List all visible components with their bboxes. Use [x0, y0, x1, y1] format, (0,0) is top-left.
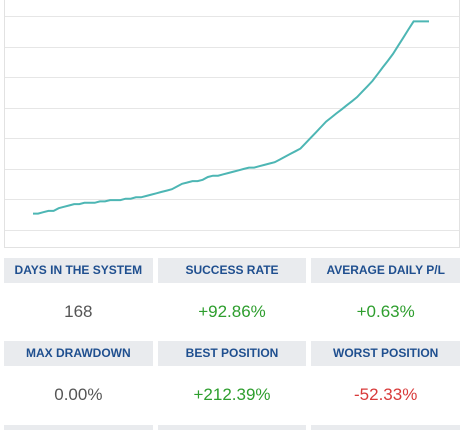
stats-value-row-2: 0.00% +212.39% -52.33% [4, 366, 460, 424]
stats-header-row-1: DAYS IN THE SYSTEM SUCCESS RATE AVERAGE … [4, 258, 461, 283]
days-in-system-value: 168 [64, 302, 93, 321]
stats-footer-bar [4, 425, 461, 430]
average-daily-pl-label: AVERAGE DAILY P/L [311, 258, 461, 283]
best-position-label: BEST POSITION [157, 341, 307, 366]
worst-position-label: WORST POSITION [311, 341, 461, 366]
stats-header-row-2: MAX DRAWDOWN BEST POSITION WORST POSITIO… [4, 341, 461, 366]
stats-value-row-1: 168 +92.86% +0.63% [4, 283, 460, 341]
equity-line-chart [5, 16, 459, 231]
worst-position-value: -52.33% [354, 385, 418, 404]
footer-cell [157, 425, 307, 430]
equity-series-line [33, 20, 429, 215]
chart-gridlines [5, 16, 459, 231]
max-drawdown-label: MAX DRAWDOWN [4, 341, 153, 366]
average-daily-pl-value: +0.63% [356, 302, 415, 321]
success-rate-value: +92.86% [198, 302, 266, 321]
stats-panel: DAYS IN THE SYSTEM SUCCESS RATE AVERAGE … [4, 258, 461, 424]
best-position-value: +212.39% [193, 385, 271, 404]
success-rate-label: SUCCESS RATE [157, 258, 307, 283]
max-drawdown-value: 0.00% [54, 385, 103, 404]
days-in-system-label: DAYS IN THE SYSTEM [4, 258, 153, 283]
footer-cell [4, 425, 153, 430]
performance-chart [4, 0, 460, 248]
footer-cell [311, 425, 461, 430]
